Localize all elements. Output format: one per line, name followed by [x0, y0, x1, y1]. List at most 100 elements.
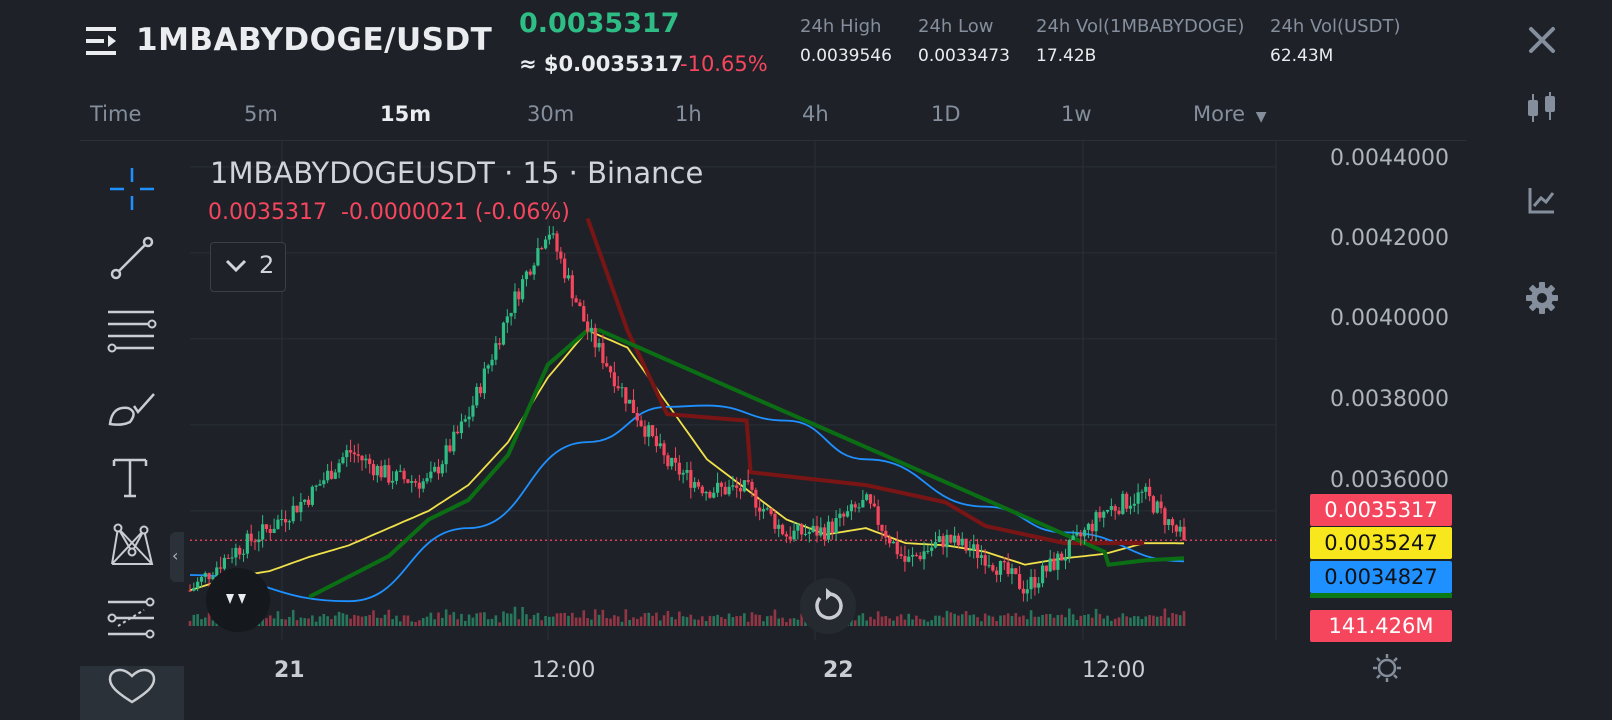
candle-body [639, 420, 643, 427]
volume-bar [980, 621, 983, 626]
candle-body [769, 508, 773, 514]
candle-body [914, 554, 918, 556]
trend-line-icon[interactable] [104, 234, 160, 284]
candle-body [226, 557, 230, 559]
volume-bar [406, 615, 410, 626]
volume-bar [356, 615, 360, 626]
tab-1w[interactable]: 1w [1061, 102, 1092, 126]
tab-1d[interactable]: 1D [931, 102, 961, 126]
candle-body [306, 499, 311, 505]
favorite-icon[interactable] [104, 666, 160, 706]
candle-body [352, 452, 356, 455]
tab-30m[interactable]: 30m [527, 102, 575, 126]
volume-bar [207, 612, 211, 626]
candle-body [199, 576, 204, 582]
volume-bar [957, 615, 960, 626]
volume-bar [853, 620, 857, 626]
chart-line-icon[interactable] [1522, 180, 1562, 220]
volume-bar [968, 615, 972, 626]
candle-body [521, 279, 525, 300]
candle-body [249, 533, 253, 542]
volume-bar [934, 615, 937, 626]
volume-bar [945, 610, 949, 626]
volume-bar [536, 612, 540, 626]
candle-body [953, 535, 957, 543]
volume-bar [689, 614, 693, 626]
candle-body [463, 419, 467, 422]
candle-body [586, 321, 590, 332]
candle-body [712, 492, 716, 498]
volume-bar [1182, 611, 1186, 626]
candle-body [803, 533, 808, 535]
tab-4h[interactable]: 4h [802, 102, 829, 126]
candle-body [1083, 529, 1087, 537]
candle-body [1094, 512, 1098, 532]
volume-bar [379, 618, 383, 626]
candle-body [719, 482, 724, 487]
tab-5m[interactable]: 5m [244, 102, 278, 126]
menu-icon[interactable] [86, 24, 120, 58]
candle-body [413, 481, 418, 483]
volume-bar [498, 622, 501, 626]
candle-body [654, 436, 659, 447]
candle-body [1174, 525, 1178, 532]
candle-body [1018, 574, 1022, 589]
volume-bar [907, 613, 911, 626]
volume-bar [960, 614, 964, 626]
candle-body [570, 275, 574, 299]
tab-15m[interactable]: 15m [380, 102, 432, 126]
candle-body [903, 556, 907, 562]
volume-bar [1178, 615, 1182, 626]
volume-bar [563, 612, 566, 626]
candle-body [628, 399, 632, 404]
pattern-icon[interactable] [104, 522, 160, 572]
gear-icon[interactable] [1522, 278, 1562, 318]
sun-icon[interactable] [1371, 652, 1403, 684]
tab-time[interactable]: Time [90, 102, 142, 126]
candle-body [1067, 539, 1071, 558]
candlestick-icon[interactable] [1522, 88, 1562, 128]
measure-icon[interactable] [104, 596, 160, 646]
indicators-toggle-button[interactable]: 2 [210, 242, 286, 292]
candle-body [1086, 523, 1091, 530]
candle-body [536, 248, 540, 266]
tab-1h[interactable]: 1h [675, 102, 702, 126]
crosshair-icon[interactable] [104, 164, 160, 214]
candle-body [1079, 532, 1083, 537]
candle-body [341, 457, 345, 464]
candle-body [482, 368, 486, 394]
text-icon[interactable] [104, 452, 160, 502]
volume-bar [681, 616, 685, 626]
candle-body [333, 472, 337, 479]
brush-icon[interactable] [104, 384, 160, 434]
reset-chart-button[interactable] [800, 578, 856, 634]
candle-body [708, 492, 712, 498]
horizontal-lines-icon[interactable] [104, 306, 160, 356]
volume-bar [509, 613, 513, 626]
toolbar-collapse-tab[interactable]: ‹ [170, 532, 184, 582]
candle-body [895, 541, 899, 555]
candle-body [264, 524, 269, 530]
volume-bar [494, 615, 498, 626]
candle-body [670, 457, 674, 467]
candle-body [551, 233, 555, 235]
candle-body [861, 499, 865, 508]
volume-bar [685, 617, 689, 626]
volume-bar [1136, 616, 1140, 626]
candle-body [593, 327, 597, 348]
candle-body [681, 472, 685, 475]
candle-body [849, 504, 853, 512]
close-icon[interactable] [1522, 20, 1562, 60]
candle-body [761, 509, 766, 512]
candle-body [968, 549, 972, 551]
tab-more[interactable]: More ▼ [1193, 102, 1267, 126]
candle-body [287, 521, 291, 523]
candle-body [245, 533, 249, 554]
candle-body [540, 248, 544, 250]
pair-title[interactable]: 1MBABYDOGE/USDT [136, 22, 493, 58]
volume-bar [490, 618, 494, 626]
candle-body [891, 541, 896, 544]
volume-bar [532, 614, 536, 626]
candle-body [612, 372, 616, 387]
